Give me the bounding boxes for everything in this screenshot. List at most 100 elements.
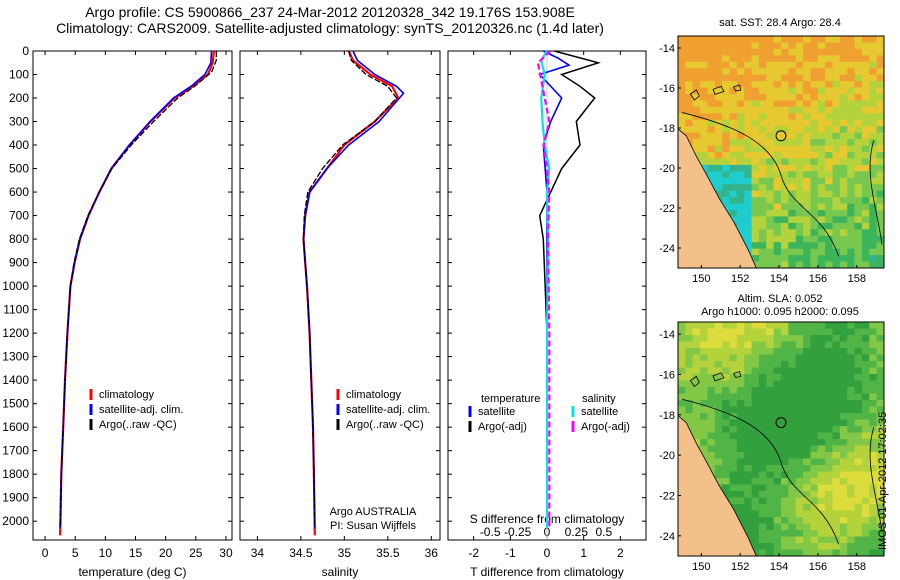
top-map-pixel [773,248,782,256]
bottom-map-pixel [766,543,775,550]
bottom-map-pixel [758,393,767,401]
top-map-pixel [751,158,760,166]
bottom-map-pixel [729,445,738,453]
bottom-map-pixel [817,393,826,401]
top-map-pixel [803,229,811,237]
T-diff-x-axis-label: T difference from climatology [470,565,624,579]
top-map-pixel [839,197,848,204]
bottom-map-pixel [861,328,870,336]
top-map-pixel [832,113,841,121]
bottom-map-pixel [722,335,730,342]
bottom-map-pixel [832,361,841,368]
top-map-pixel [847,184,855,192]
top-map-pixel [861,74,870,82]
bottom-map-pixel [825,465,833,472]
top-map-pixel [847,203,855,211]
top-map-pixel [788,177,797,185]
top-map-pixel [847,106,855,114]
bottom-map-pixel [876,504,885,511]
bottom-map-pixel [795,387,804,394]
top-map-pixel [758,152,767,159]
bottom-map-pixel [722,445,730,453]
S-diff-x-tick-label: -0.5 [480,525,501,539]
top-map-pixel [729,55,738,63]
bottom-map-pixel [751,471,760,479]
salinity-x-tick-label: 35 [338,546,352,560]
bottom-map-pixel [832,549,841,557]
bottom-map-pixel [839,523,848,531]
top-map-pixel [751,94,760,101]
top-map-pixel [751,222,760,230]
bottom-map-pixel [766,432,775,440]
bottom-map-pixel [803,517,811,524]
bottom-map-pixel [810,530,819,537]
bottom-map-pixel [692,419,701,427]
top-map-pixel [744,177,752,185]
bottom-map-pixel [714,354,723,362]
bottom-map-pixel [773,335,782,342]
bottom-map-pixel [803,432,811,440]
bottom-map-pixel [847,387,855,394]
depth-tick-label: 1000 [2,279,29,293]
bottom-map-pixel [788,523,797,531]
bottom-map-pixel [832,465,841,472]
top-map-pixel [825,113,833,121]
bottom-map-pixel [803,491,811,498]
bottom-map-pixel [810,517,819,524]
top-map-pixel [817,242,826,250]
diff-legend-label: Argo(-adj) [478,421,527,433]
top-map-pixel [736,184,745,192]
bottom-map-pixel [869,328,878,336]
top-map-pixel [685,113,694,121]
top-map-pixel [781,261,789,269]
temperature-x-tick-label: 0 [42,546,49,560]
top-map-pixel [781,229,789,237]
bottom-map-pixel [707,432,716,440]
top-map-pixel [803,61,811,69]
bottom-map-pixel [722,367,730,375]
top-map-pixel [736,177,745,185]
temperature-series-3-line [60,51,217,526]
bottom-map-pixel [788,452,797,459]
bottom-map-pixel [854,387,863,394]
top-map-pixel [825,126,833,134]
bottom-map-pixel [707,354,716,362]
top-map-pixel [795,94,804,101]
top-map-pixel [781,216,789,224]
top-map-pixel [751,197,760,204]
top-map-pixel [854,68,863,76]
top-map-pixel [773,184,782,192]
top-map-pixel [817,203,826,211]
bottom-map-pixel [758,458,767,466]
top-map-pixel [810,216,819,224]
top-map-pixel [869,48,878,56]
bottom-map-pixel [707,465,716,472]
top-map-pixel [861,164,870,172]
bottom-map-pixel [766,458,775,466]
top-map-pixel [839,119,848,127]
bottom-map-pixel [678,380,686,388]
bottom-map-pixel [781,523,789,531]
top-map-pixel [847,42,855,50]
bottom-map-lon-label: 156 [809,561,827,573]
bottom-map-pixel [861,367,870,375]
top-map-pixel [847,210,855,217]
top-map-pixel [744,61,752,69]
bottom-map-pixel [832,341,841,349]
bottom-map-pixel [685,413,694,420]
bottom-map-pixel [839,465,848,472]
top-map-pixel [751,242,760,250]
top-map-lat-label: -16 [659,83,675,95]
top-map-pixel [744,42,752,50]
top-map-pixel [847,229,855,237]
top-map-pixel [832,94,841,101]
bottom-map-reef [689,375,700,388]
top-map-pixel [700,139,708,146]
bottom-map-pixel [795,517,804,524]
top-map-pixel [869,42,878,50]
bottom-map-pixel [758,517,767,524]
top-map-pixel [758,139,767,146]
bottom-map-pixel [744,432,752,440]
bottom-map-pixel [729,406,738,414]
bottom-map-pixel [722,387,730,394]
